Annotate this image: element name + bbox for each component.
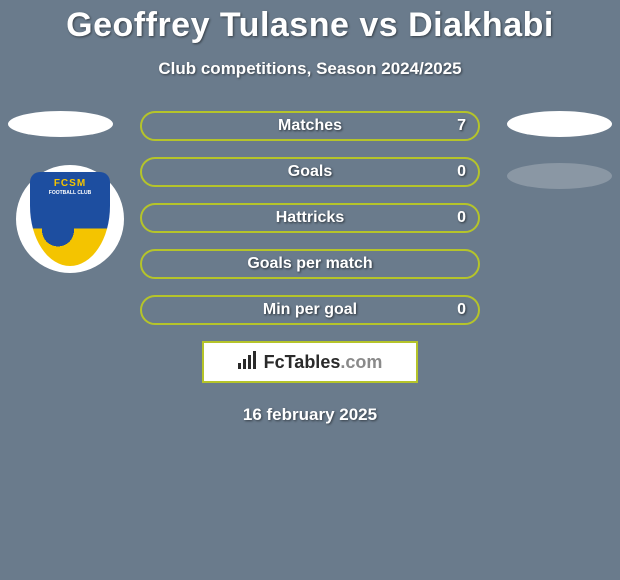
footer-date: 16 february 2025	[0, 405, 620, 425]
stat-right-value: 0	[457, 163, 466, 181]
player-left-slot	[8, 111, 113, 137]
stat-row-matches: Matches 7	[140, 111, 480, 141]
brand-box: FcTables.com	[202, 341, 418, 383]
stats-rows: Matches 7 Goals 0 Hattricks 0 Goals per …	[140, 111, 480, 325]
player-right-slot	[507, 111, 612, 137]
brand-label: FcTables.com	[264, 352, 383, 373]
stat-row-goals: Goals 0	[140, 157, 480, 187]
comparison-panel: FCSM FOOTBALL CLUB Matches 7 Goals 0 Hat…	[0, 111, 620, 425]
club-abbr: FCSM	[30, 178, 110, 189]
stat-label: Goals	[288, 163, 332, 181]
brand-dim: .com	[340, 352, 382, 372]
chart-bars-icon	[238, 351, 260, 374]
page-title: Geoffrey Tulasne vs Diakhabi	[0, 0, 620, 45]
stat-label: Goals per match	[247, 255, 372, 273]
club-shield: FCSM FOOTBALL CLUB	[30, 172, 110, 266]
brand-strong: FcTables	[264, 352, 341, 372]
stat-row-goals-per-match: Goals per match	[140, 249, 480, 279]
stat-right-value: 0	[457, 209, 466, 227]
stat-row-min-per-goal: Min per goal 0	[140, 295, 480, 325]
club-badge: FCSM FOOTBALL CLUB	[16, 165, 124, 273]
lion-icon	[40, 216, 100, 252]
page-subtitle: Club competitions, Season 2024/2025	[0, 59, 620, 79]
club-name-line: FOOTBALL CLUB	[30, 190, 110, 196]
stat-label: Matches	[278, 117, 342, 135]
stat-right-value: 7	[457, 117, 466, 135]
stat-label: Hattricks	[276, 209, 344, 227]
stat-row-hattricks: Hattricks 0	[140, 203, 480, 233]
stat-right-value: 0	[457, 301, 466, 319]
player-right-slot-shadow	[507, 163, 612, 189]
stat-label: Min per goal	[263, 301, 357, 319]
